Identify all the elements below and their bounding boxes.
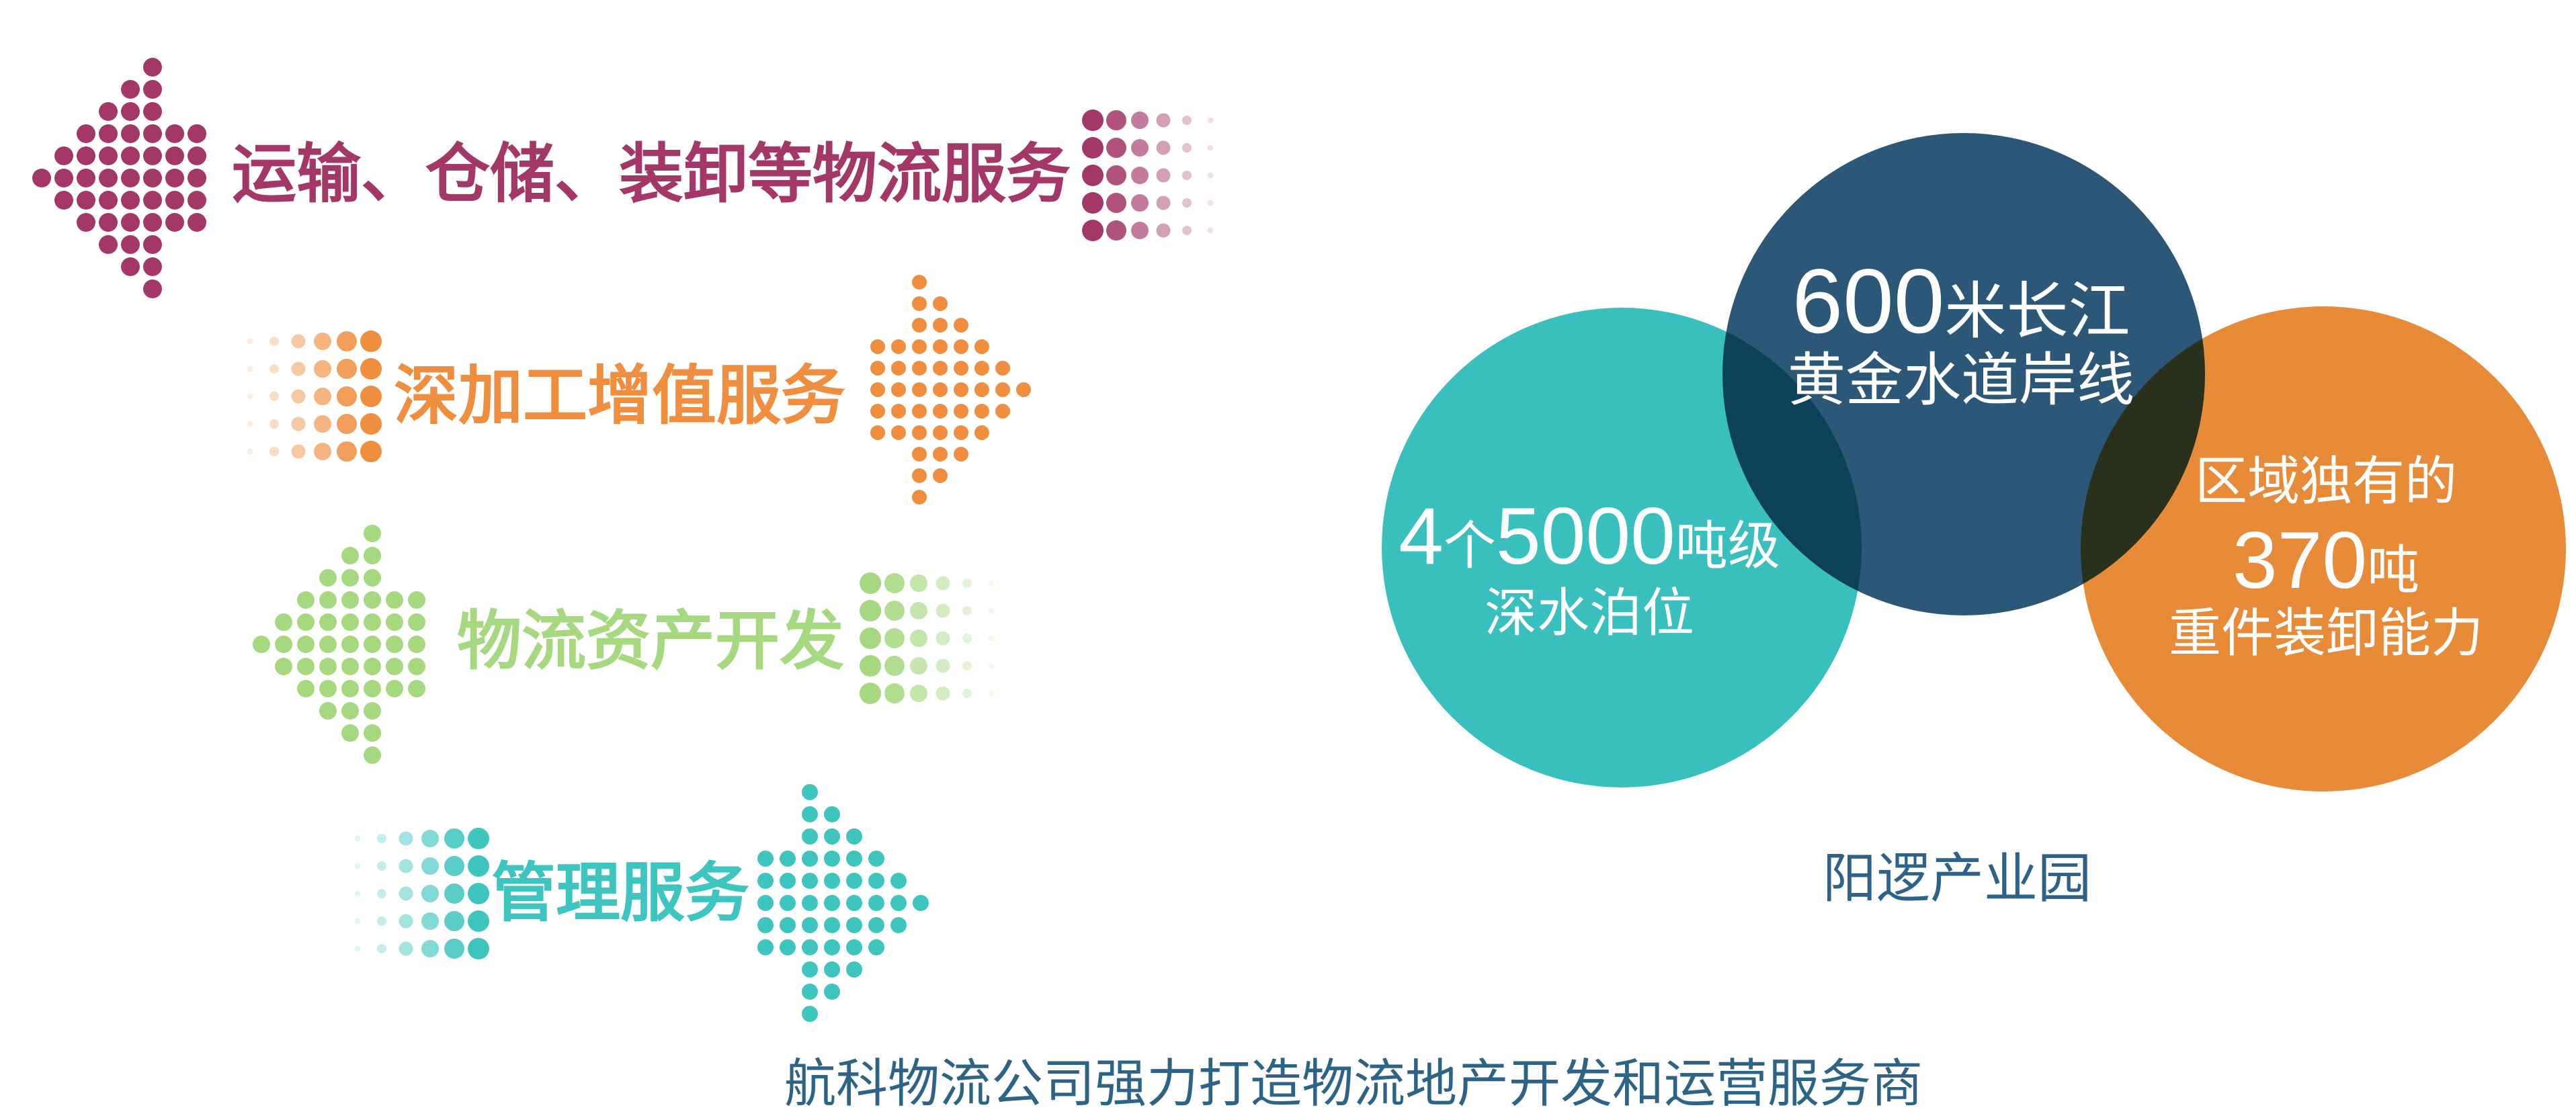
service-label-logistics: 运输、仓储、装卸等物流服务: [232, 138, 1071, 210]
waterway-line2: 黄金水道岸线: [1788, 348, 2134, 413]
fading-dot-grid-icon: [239, 330, 382, 463]
berths-line1: 4个5000吨级: [1399, 491, 1780, 581]
venn-circle-heavy-lift: [2081, 306, 2566, 791]
fading-dot-grid-icon: [1081, 109, 1222, 242]
fading-dot-grid-icon: [346, 827, 490, 960]
venn-caption: 阳逻产业园: [1823, 849, 2091, 908]
service-label-asset-dev: 物流资产开发: [457, 605, 844, 677]
berths-line2: 深水泊位: [1484, 583, 1695, 642]
heavy-lift-line2: 370吨: [2232, 515, 2420, 605]
heavy-lift-line3: 重件装卸能力: [2168, 603, 2484, 662]
dotted-arrow-right-icon: [757, 784, 929, 1022]
shoreline-length: 600: [1792, 250, 1945, 352]
service-label-management: 管理服务: [491, 857, 749, 929]
service-label-processing: 深加工增值服务: [394, 360, 845, 432]
heavy-lift-line1: 区域独有的: [2194, 451, 2458, 511]
dotted-arrow-left-icon: [32, 58, 206, 298]
dotted-arrow-left-icon: [253, 525, 425, 764]
dotted-arrow-right-icon: [870, 275, 1031, 505]
berths-tonnage: 5000: [1495, 491, 1675, 581]
waterway-line1: 600米长江: [1792, 250, 2130, 352]
page-headline: 航科物流公司强力打造物流地产开发和运营服务商: [784, 1055, 1923, 1113]
berths-count: 4: [1399, 491, 1444, 581]
fading-dot-grid-icon: [859, 572, 1003, 705]
heavy-lift-tonnage: 370: [2232, 515, 2368, 605]
